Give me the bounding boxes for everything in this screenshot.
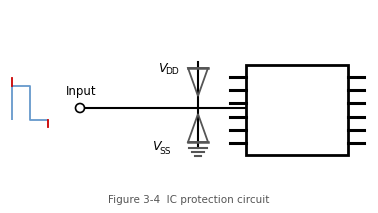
- Text: V: V: [152, 141, 161, 154]
- Text: SS: SS: [159, 147, 170, 155]
- Text: Figure 3-4  IC protection circuit: Figure 3-4 IC protection circuit: [108, 195, 270, 205]
- Text: protection: protection: [262, 111, 333, 125]
- Text: Input: Input: [66, 85, 96, 98]
- Bar: [246, 65, 348, 155]
- Text: DD: DD: [165, 68, 179, 76]
- Text: V: V: [158, 62, 166, 75]
- Text: IC under: IC under: [268, 96, 326, 110]
